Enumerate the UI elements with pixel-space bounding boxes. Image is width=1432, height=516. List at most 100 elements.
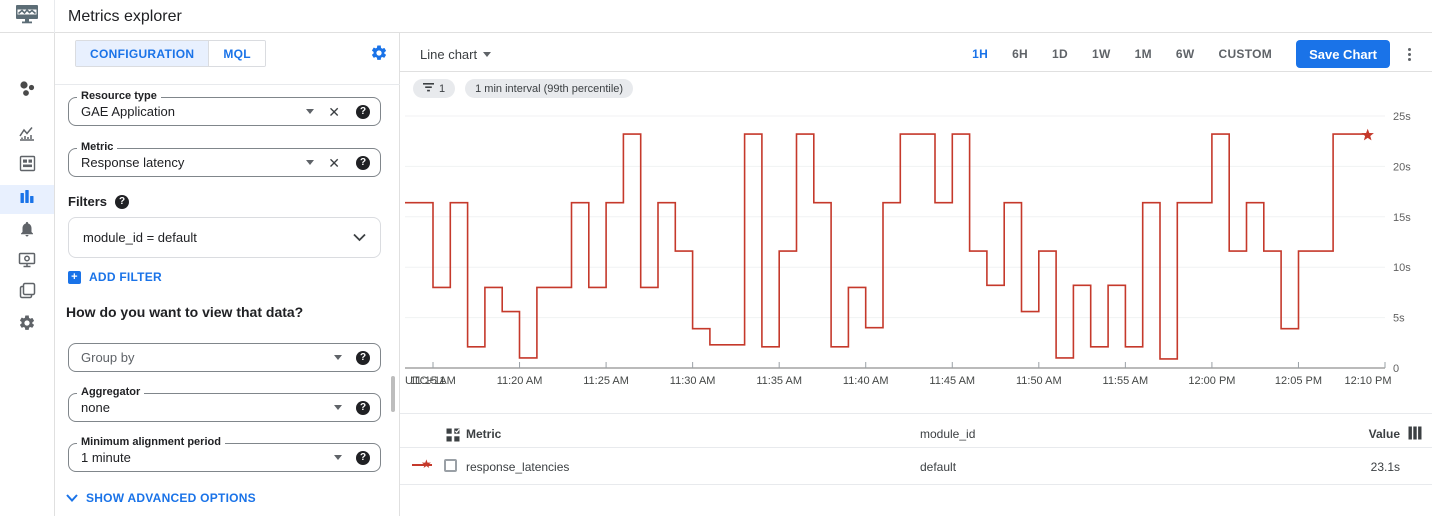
- rail-item-dashboards[interactable]: [0, 151, 54, 181]
- table-divider: [400, 447, 1432, 448]
- range-1d[interactable]: 1D: [1052, 47, 1068, 61]
- group-by-field[interactable]: Group by ?: [68, 343, 381, 372]
- value-column-header[interactable]: Value: [1368, 427, 1400, 441]
- show-advanced-options-toggle[interactable]: SHOW ADVANCED OPTIONS: [66, 491, 256, 505]
- alignment-period-value: 1 minute: [81, 450, 131, 465]
- chevron-down-icon[interactable]: [334, 355, 342, 360]
- svg-text:11:40 AM: 11:40 AM: [843, 375, 889, 387]
- svg-text:11:20 AM: 11:20 AM: [497, 375, 543, 387]
- range-1m[interactable]: 1M: [1134, 47, 1152, 61]
- add-filter-button[interactable]: + ADD FILTER: [68, 270, 162, 284]
- filter-row-module-id[interactable]: module_id = default: [68, 217, 381, 258]
- grid-select-icon[interactable]: [446, 428, 460, 445]
- filter-count: 1: [439, 82, 446, 95]
- range-6h[interactable]: 6H: [1012, 47, 1029, 61]
- resource-type-field[interactable]: Resource type GAE Application ✕ ?: [68, 90, 381, 126]
- aggregator-value: none: [81, 400, 110, 415]
- range-1h[interactable]: 1H: [972, 47, 989, 61]
- chevron-down-icon[interactable]: [306, 109, 315, 114]
- rail-item-uptime-checks[interactable]: [0, 247, 54, 277]
- config-settings-gear[interactable]: [370, 44, 388, 62]
- range-1w[interactable]: 1W: [1091, 47, 1111, 61]
- range-custom[interactable]: CUSTOM: [1218, 47, 1273, 61]
- series-legend-star-icon: ★: [421, 457, 432, 471]
- aggregator-field[interactable]: Aggregator none ?: [68, 386, 381, 422]
- monitoring-logo[interactable]: [0, 0, 55, 33]
- chevron-down-icon[interactable]: [334, 455, 342, 460]
- row-metric-name[interactable]: response_latencies: [466, 460, 570, 474]
- module-id-column-header[interactable]: module_id: [920, 427, 976, 441]
- rail-item-monitoring-overview[interactable]: [0, 76, 54, 106]
- chevron-expand-icon[interactable]: [353, 229, 366, 247]
- table-divider: [400, 413, 1432, 414]
- metric-header-label: Metric: [466, 427, 502, 441]
- chevron-down-icon[interactable]: [334, 405, 342, 410]
- metric-field[interactable]: Metric Response latency ✕ ?: [68, 141, 381, 177]
- svg-text:11:30 AM: 11:30 AM: [670, 375, 716, 387]
- row-module-id: default: [920, 460, 957, 474]
- nav-rail: [0, 33, 55, 516]
- more-options-icon[interactable]: [1400, 45, 1418, 63]
- help-icon[interactable]: ?: [356, 400, 370, 415]
- rail-item-alerting[interactable]: [0, 216, 54, 246]
- chevron-down-icon: [66, 491, 78, 505]
- clear-icon[interactable]: ✕: [328, 154, 340, 171]
- rail-item-groups[interactable]: [0, 278, 54, 308]
- metrics-explorer-icon: [19, 189, 35, 210]
- table-divider: [400, 484, 1432, 485]
- help-icon[interactable]: ?: [356, 350, 370, 365]
- tab-configuration[interactable]: CONFIGURATION: [76, 41, 209, 66]
- page-title: Metrics explorer: [68, 8, 182, 25]
- chevron-down-icon[interactable]: [306, 160, 315, 165]
- chevron-down-icon: [483, 51, 492, 57]
- svg-text:0: 0: [1393, 363, 1399, 375]
- help-icon[interactable]: ?: [356, 104, 370, 119]
- filter-count-chip[interactable]: 1: [413, 79, 456, 98]
- svg-text:25s: 25s: [1393, 111, 1411, 123]
- topbar: [0, 0, 1432, 33]
- gear-icon: [18, 314, 36, 337]
- columns-icon[interactable]: [1408, 426, 1422, 445]
- resource-type-label: Resource type: [77, 90, 161, 102]
- svg-text:5s: 5s: [1393, 313, 1405, 325]
- svg-text:15s: 15s: [1393, 212, 1411, 224]
- add-filter-label: ADD FILTER: [89, 270, 162, 284]
- groups-icon: [19, 282, 36, 304]
- row-checkbox[interactable]: [444, 459, 457, 472]
- bell-icon: [18, 220, 36, 243]
- overview-icon: [17, 79, 37, 104]
- svg-text:11:15 AM: 11:15 AM: [410, 375, 456, 387]
- metric-column-header[interactable]: Metric: [446, 427, 502, 442]
- svg-text:11:25 AM: 11:25 AM: [583, 375, 629, 387]
- interval-chip[interactable]: 1 min interval (99th percentile): [465, 79, 634, 98]
- filter-list-icon: [423, 82, 434, 95]
- rail-item-metrics-explorer[interactable]: [0, 185, 54, 214]
- help-icon[interactable]: ?: [115, 194, 130, 209]
- rail-item-charts[interactable]: [0, 121, 54, 151]
- monitoring-logo-icon: [15, 4, 39, 30]
- help-icon[interactable]: ?: [356, 155, 370, 170]
- config-scrollbar[interactable]: [391, 376, 395, 412]
- toolbar-divider: [400, 71, 1432, 72]
- svg-text:12:00 PM: 12:00 PM: [1188, 375, 1235, 387]
- chart-type-label: Line chart: [420, 46, 478, 62]
- save-chart-button[interactable]: Save Chart: [1296, 40, 1390, 68]
- tab-mql[interactable]: MQL: [208, 41, 265, 66]
- view-data-question: How do you want to view that data?: [66, 304, 304, 320]
- range-6w[interactable]: 6W: [1175, 47, 1195, 61]
- rail-item-settings[interactable]: [0, 310, 54, 340]
- alignment-period-label: Minimum alignment period: [77, 436, 225, 448]
- svg-text:11:50 AM: 11:50 AM: [1016, 375, 1062, 387]
- latency-line-chart[interactable]: 0 5s 10s 15s 20s 25s 11:15 AM 11:20 AM 11:25 AM 1…: [405, 98, 1427, 393]
- svg-text:12:10 PM: 12:10 PM: [1344, 375, 1391, 387]
- chart-icon: [18, 125, 36, 148]
- series-legend-line: [412, 464, 432, 466]
- alignment-period-field[interactable]: Minimum alignment period 1 minute ?: [68, 436, 381, 472]
- svg-text:20s: 20s: [1393, 161, 1411, 173]
- svg-text:UTC+11: UTC+11: [405, 375, 445, 387]
- help-icon[interactable]: ?: [356, 450, 370, 465]
- filters-section: Filters ?: [68, 194, 130, 209]
- chart-type-dropdown[interactable]: Line chart: [420, 44, 492, 64]
- clear-icon[interactable]: ✕: [328, 103, 340, 120]
